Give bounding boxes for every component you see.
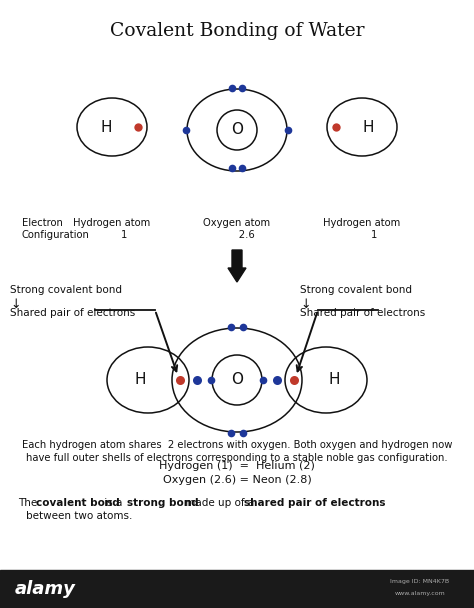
Text: is a: is a: [100, 498, 125, 508]
Text: Shared pair of electrons: Shared pair of electrons: [300, 308, 425, 318]
Text: Each hydrogen atom shares  2 electrons with oxygen. Both oxygen and hydrogen now: Each hydrogen atom shares 2 electrons wi…: [22, 440, 452, 463]
Text: made up of a: made up of a: [182, 498, 257, 508]
Text: O: O: [231, 122, 243, 137]
Text: Oxygen atom
      2.6: Oxygen atom 2.6: [203, 218, 271, 240]
Text: Hydrogen (1)  =  Helium (2): Hydrogen (1) = Helium (2): [159, 461, 315, 471]
Text: ↓: ↓: [10, 298, 20, 311]
Bar: [0, 570, 474, 608]
Text: H: H: [362, 120, 374, 134]
Text: alamy: alamy: [15, 580, 75, 598]
Text: covalent bond: covalent bond: [36, 498, 119, 508]
Text: Shared pair of electrons: Shared pair of electrons: [10, 308, 135, 318]
Text: between two atoms.: between two atoms.: [26, 511, 132, 521]
Text: Hydrogen atom
        1: Hydrogen atom 1: [73, 218, 151, 240]
Text: Electron
Configuration: Electron Configuration: [22, 218, 90, 240]
Text: O: O: [231, 373, 243, 387]
Text: H: H: [100, 120, 112, 134]
Text: Oxygen (2.6) = Neon (2.8): Oxygen (2.6) = Neon (2.8): [163, 475, 311, 485]
Text: Image ID: MN4K7B: Image ID: MN4K7B: [391, 579, 449, 584]
Text: Covalent Bonding of Water: Covalent Bonding of Water: [110, 22, 364, 40]
Text: H: H: [328, 373, 340, 387]
FancyArrow shape: [228, 250, 246, 282]
Text: Strong covalent bond: Strong covalent bond: [300, 285, 412, 295]
Text: www.alamy.com: www.alamy.com: [395, 592, 446, 596]
Text: ↓: ↓: [300, 298, 310, 311]
Text: shared pair of electrons: shared pair of electrons: [244, 498, 385, 508]
Text: The: The: [18, 498, 40, 508]
Text: Strong covalent bond: Strong covalent bond: [10, 285, 122, 295]
Text: H: H: [134, 373, 146, 387]
Text: strong bond: strong bond: [127, 498, 199, 508]
Text: Hydrogen atom
        1: Hydrogen atom 1: [323, 218, 401, 240]
